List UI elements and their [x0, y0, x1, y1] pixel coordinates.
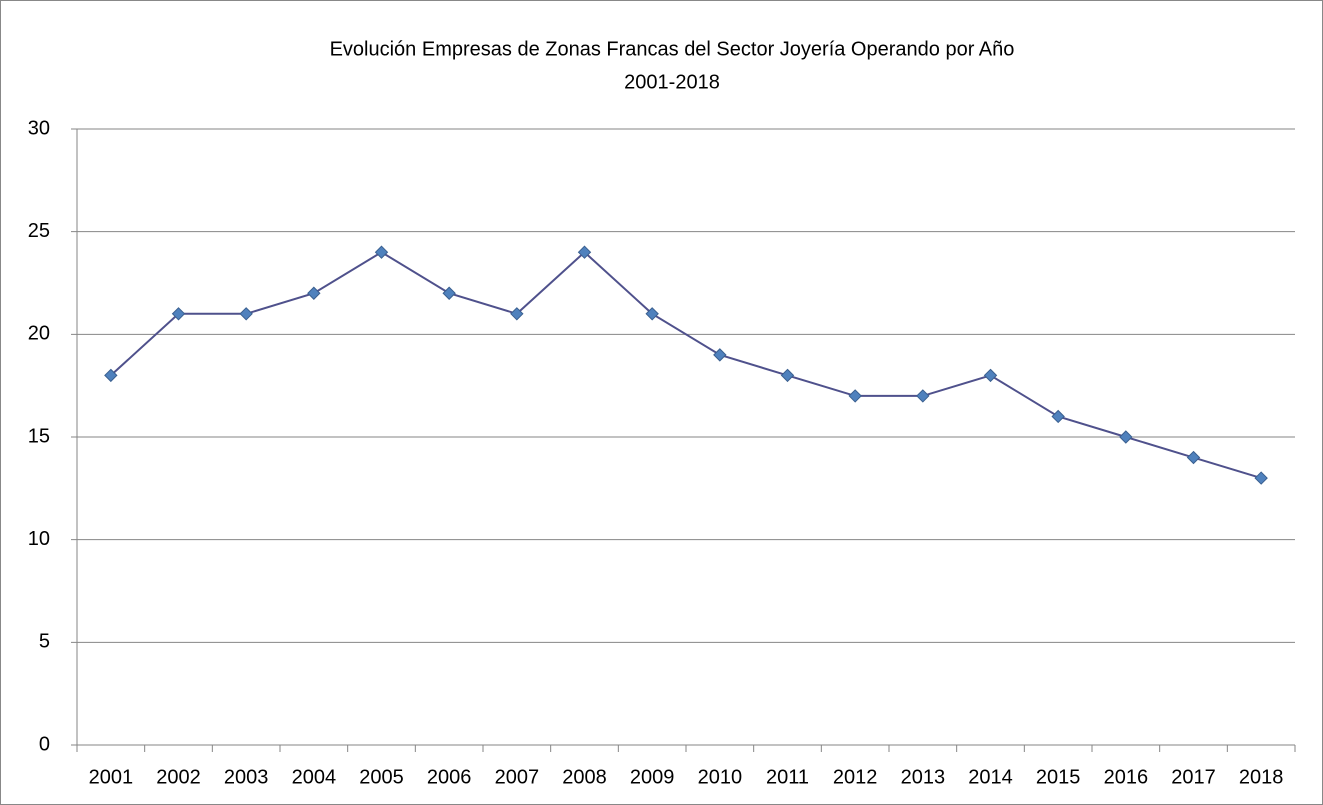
- marker: [1186, 450, 1201, 465]
- marker: [307, 286, 321, 300]
- marker: [104, 368, 118, 383]
- x-tick-label: 2016: [1104, 766, 1149, 788]
- x-tick-label: 2013: [901, 766, 946, 788]
- x-tick-label: 2002: [156, 766, 201, 788]
- marker: [916, 389, 930, 403]
- x-tick-label: 2008: [562, 766, 607, 788]
- marker: [577, 245, 592, 259]
- marker: [442, 286, 456, 300]
- marker: [983, 368, 998, 383]
- marker: [1051, 409, 1065, 424]
- x-tick-label: 2018: [1239, 766, 1284, 788]
- x-tick-label: 2003: [224, 766, 269, 788]
- x-tick-label: 2011: [766, 766, 809, 788]
- x-tick-label: 2010: [698, 766, 743, 788]
- y-tick-label: 20: [28, 323, 50, 345]
- marker: [1254, 471, 1268, 485]
- y-tick-label: 15: [28, 425, 50, 447]
- x-tick-label: 2004: [292, 766, 337, 788]
- series-line: [110, 250, 1262, 480]
- marker: [645, 307, 659, 321]
- x-tick-label: 2007: [495, 766, 540, 788]
- x-tick-label: 2006: [427, 766, 472, 788]
- x-tick-label: 2017: [1171, 766, 1216, 788]
- marker: [1119, 430, 1133, 444]
- y-tick-label: 25: [28, 220, 50, 242]
- marker: [713, 348, 727, 362]
- marker: [780, 368, 795, 383]
- y-tick-label: 5: [39, 631, 50, 653]
- marker: [848, 389, 862, 403]
- y-tick-label: 10: [28, 528, 50, 550]
- chart-title: Evolución Empresas de Zonas Francas del …: [330, 38, 1015, 60]
- x-tick-label: 2009: [630, 766, 675, 788]
- x-tick-label: 2015: [1036, 766, 1081, 788]
- x-tick-label: 2005: [359, 766, 404, 788]
- marker: [374, 245, 389, 259]
- y-tick-label: 0: [39, 733, 50, 755]
- marker: [171, 307, 186, 321]
- chart-subtitle: 2001-2018: [624, 71, 720, 93]
- marker: [510, 307, 524, 321]
- x-tick-label: 2001: [89, 766, 134, 788]
- marker: [239, 307, 253, 321]
- x-tick-label: 2014: [968, 766, 1013, 788]
- x-tick-label: 2012: [833, 766, 878, 788]
- y-tick-label: 30: [28, 117, 50, 139]
